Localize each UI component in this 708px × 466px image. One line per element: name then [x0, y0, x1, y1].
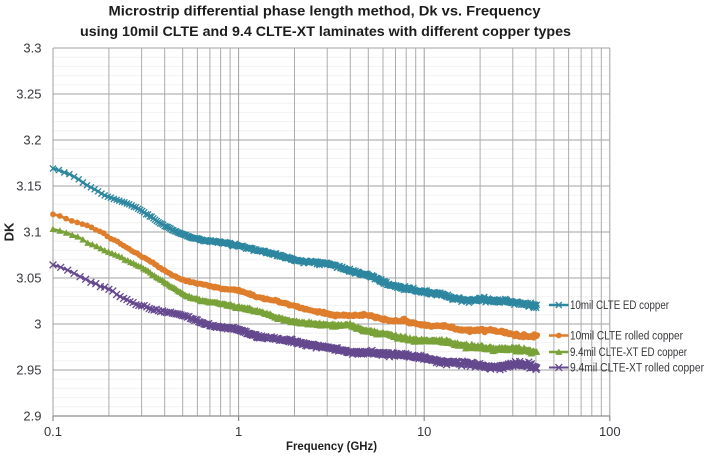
svg-text:Frequency (GHz): Frequency (GHz)	[286, 439, 377, 453]
svg-text:100: 100	[599, 424, 621, 439]
svg-text:3.05: 3.05	[16, 271, 41, 286]
svg-text:using 10mil CLTE and 9.4 CLTE-: using 10mil CLTE and 9.4 CLTE-XT laminat…	[80, 23, 571, 39]
svg-text:2.9: 2.9	[23, 409, 41, 424]
svg-text:3.2: 3.2	[23, 133, 41, 148]
svg-text:3.1: 3.1	[23, 225, 41, 240]
svg-text:10mil CLTE rolled copper: 10mil CLTE rolled copper	[570, 331, 683, 343]
svg-text:Microstrip differential phase: Microstrip differential phase length met…	[109, 3, 541, 19]
svg-text:1: 1	[235, 424, 242, 439]
svg-text:3.3: 3.3	[23, 41, 41, 56]
svg-text:10mil CLTE ED copper: 10mil CLTE ED copper	[570, 300, 669, 312]
svg-text:3.15: 3.15	[16, 179, 41, 194]
svg-text:3: 3	[34, 317, 41, 332]
svg-text:3.25: 3.25	[16, 87, 41, 102]
svg-text:0.1: 0.1	[44, 424, 62, 439]
svg-text:2.95: 2.95	[16, 363, 41, 378]
svg-text:9.4mil CLTE-XT ED copper: 9.4mil CLTE-XT ED copper	[570, 347, 687, 359]
svg-text:9.4mil CLTE-XT rolled copper: 9.4mil CLTE-XT rolled copper	[570, 363, 704, 375]
svg-text:10: 10	[417, 424, 431, 439]
svg-text:DK: DK	[2, 222, 17, 241]
